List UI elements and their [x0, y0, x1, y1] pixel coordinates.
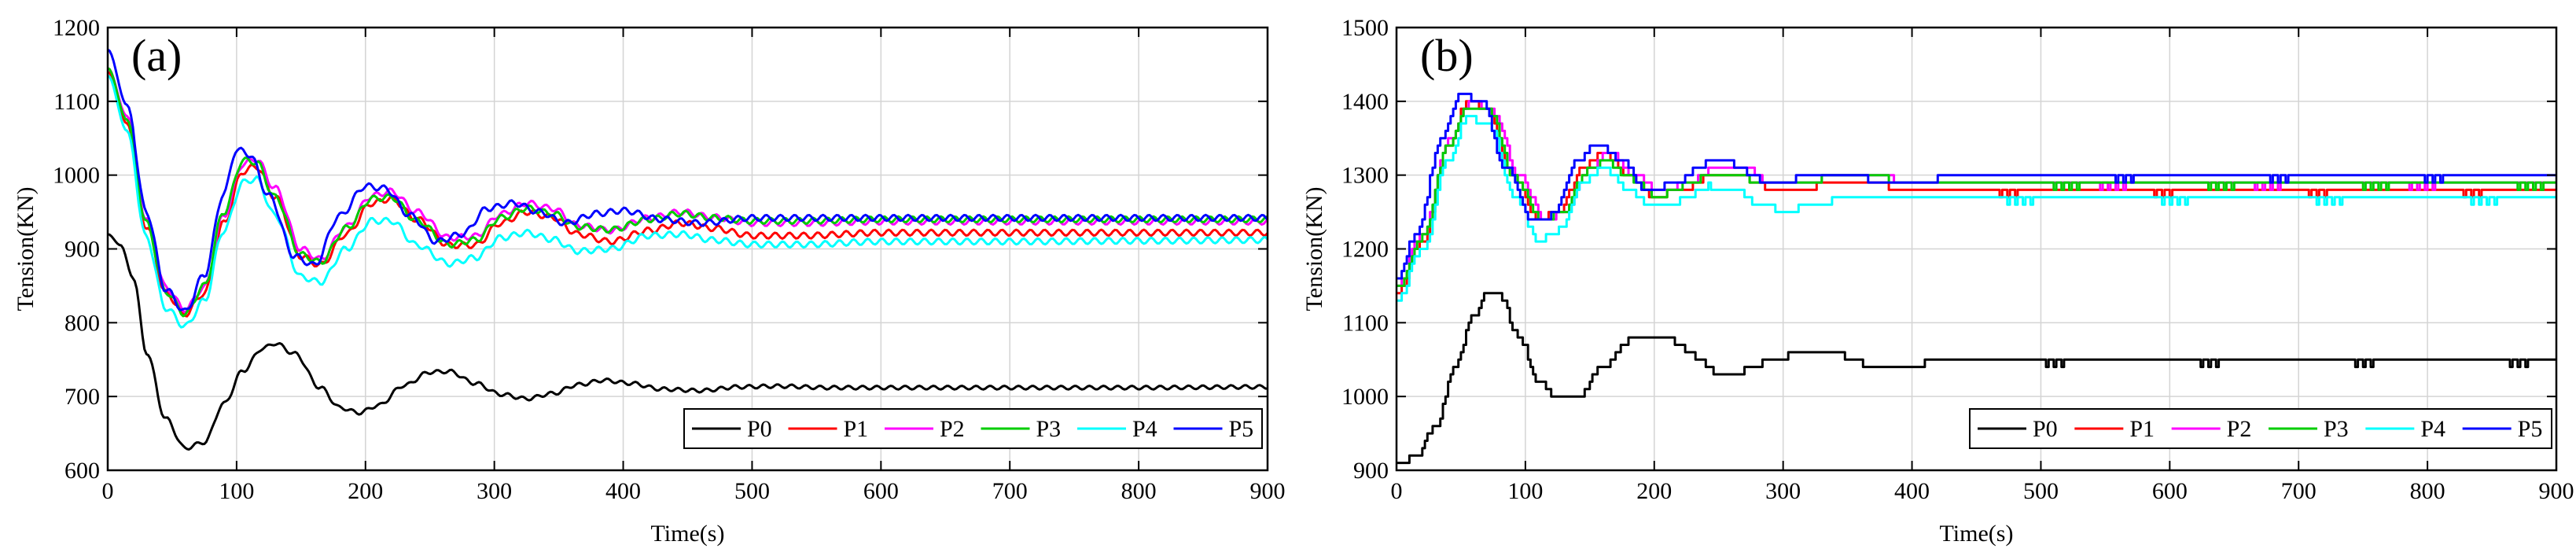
x-tick-label: 0 — [1391, 478, 1403, 504]
legend-box — [1969, 408, 2552, 449]
x-tick-label: 0 — [102, 478, 114, 504]
series-line-p5 — [1397, 92, 2556, 280]
x-tick-label: 700 — [2281, 478, 2317, 504]
legend-label-p1: P1 — [844, 416, 869, 442]
x-tick-label: 900 — [2539, 478, 2574, 504]
y-axis-label: Tension(KN) — [13, 187, 39, 311]
x-tick-label: 200 — [348, 478, 383, 504]
y-tick-label: 1100 — [1342, 310, 1389, 336]
x-tick-label: 200 — [1636, 478, 1672, 504]
y-tick-label: 1500 — [1341, 15, 1389, 41]
series-line-p2 — [107, 67, 1269, 314]
y-tick-label: 700 — [64, 384, 100, 410]
series-line-p3 — [107, 67, 1268, 318]
x-tick-label: 500 — [2023, 478, 2059, 504]
panel-label: (b) — [1420, 30, 1474, 81]
legend-label-p4: P4 — [1132, 416, 1157, 442]
series-line-p5 — [107, 48, 1269, 311]
x-tick-label: 700 — [992, 478, 1028, 504]
y-axis-label: Tension(KN) — [1301, 187, 1327, 311]
y-tick-label: 900 — [64, 237, 100, 263]
y-tick-label: 1300 — [1341, 163, 1389, 189]
y-tick-label: 1000 — [1341, 384, 1389, 410]
x-tick-label: 800 — [1121, 478, 1157, 504]
legend-label-p5: P5 — [2518, 416, 2543, 442]
y-tick-label: 1200 — [1341, 237, 1389, 263]
y-tick-label: 1200 — [53, 15, 100, 41]
y-tick-label: 900 — [1353, 458, 1389, 484]
chart-b: 0 100 200 300 400 500 600 700 800 900 900 1000 1100 1… — [1301, 15, 2574, 547]
legend: P0 P1 P2 P3 P4 P5 — [683, 408, 1263, 449]
legend-label-p3: P3 — [2324, 416, 2349, 442]
legend-label-p2: P2 — [940, 416, 965, 442]
x-axis-label: Time(s) — [1940, 521, 2014, 547]
y-tick-label: 600 — [64, 458, 100, 484]
panel-label: (a) — [131, 30, 182, 81]
legend-label-p3: P3 — [1036, 416, 1062, 442]
legend-label-p0: P0 — [2033, 416, 2058, 442]
chart-a: 0 100 200 300 400 500 600 700 800 900 600 700 800 900… — [13, 15, 1286, 547]
x-tick-label: 900 — [1250, 478, 1286, 504]
series-line-p0 — [107, 233, 1268, 451]
x-tick-label: 400 — [605, 478, 641, 504]
x-tick-label: 300 — [1765, 478, 1801, 504]
legend-box — [683, 408, 1263, 449]
y-tick-label: 1400 — [1341, 89, 1389, 115]
x-tick-label: 500 — [734, 478, 770, 504]
x-tick-label: 100 — [1507, 478, 1543, 504]
legend-label-p5: P5 — [1229, 416, 1254, 442]
legend: P0 P1 P2 P3 P4 P5 — [1969, 408, 2552, 449]
series-line-p4 — [1397, 115, 2556, 302]
y-tick-label: 1100 — [53, 89, 100, 115]
series-line-p1 — [107, 71, 1269, 318]
legend-label-p2: P2 — [2227, 416, 2252, 442]
x-tick-label: 600 — [2152, 478, 2188, 504]
series-line-p2 — [1397, 100, 2556, 287]
y-tick-label: 1000 — [53, 163, 100, 189]
x-tick-label: 800 — [2410, 478, 2445, 504]
series-line-p4 — [107, 74, 1269, 329]
x-axis-label: Time(s) — [651, 521, 725, 547]
legend-label-p0: P0 — [747, 416, 772, 442]
x-tick-label: 300 — [477, 478, 512, 504]
series-line-p0 — [1397, 292, 2556, 465]
legend-label-p1: P1 — [2129, 416, 2155, 442]
y-tick-label: 800 — [64, 310, 100, 336]
x-tick-label: 100 — [219, 478, 254, 504]
x-tick-label: 600 — [863, 478, 899, 504]
legend-label-p4: P4 — [2420, 416, 2445, 442]
x-tick-label: 400 — [1894, 478, 1930, 504]
